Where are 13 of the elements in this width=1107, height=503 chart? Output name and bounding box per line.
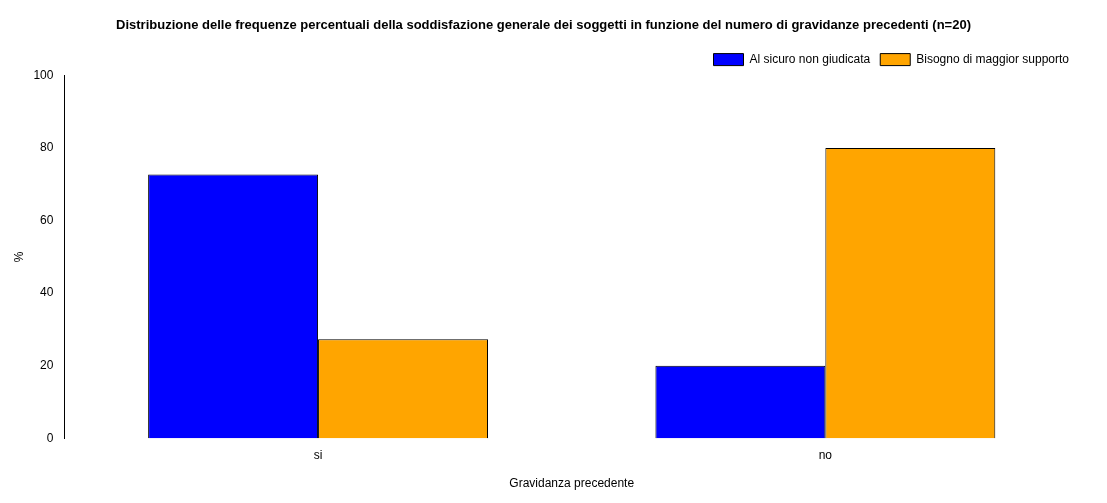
x-axis-title: Gravidanza precedente bbox=[509, 476, 635, 491]
y-tick-label: 100 bbox=[33, 67, 54, 82]
x-tick-label: no bbox=[818, 447, 833, 462]
x-tick-label: si bbox=[313, 447, 323, 462]
chart-title: Distribuzione delle frequenze percentuali della soddisfazione generale dei soggetti in funzione del numero di gravidanze precedenti (n=20) bbox=[116, 17, 971, 33]
y-tick-label: 60 bbox=[40, 212, 54, 227]
y-tick-label: 40 bbox=[40, 285, 54, 300]
y-axis-title: % bbox=[11, 251, 26, 263]
y-tick-label: 0 bbox=[46, 430, 54, 445]
y-tick-label: 80 bbox=[40, 140, 54, 155]
legend-label: Al sicuro non giudicata bbox=[749, 51, 871, 66]
legend-label: Bisogno di maggior supporto bbox=[916, 51, 1070, 66]
y-tick-label: 20 bbox=[40, 357, 54, 372]
